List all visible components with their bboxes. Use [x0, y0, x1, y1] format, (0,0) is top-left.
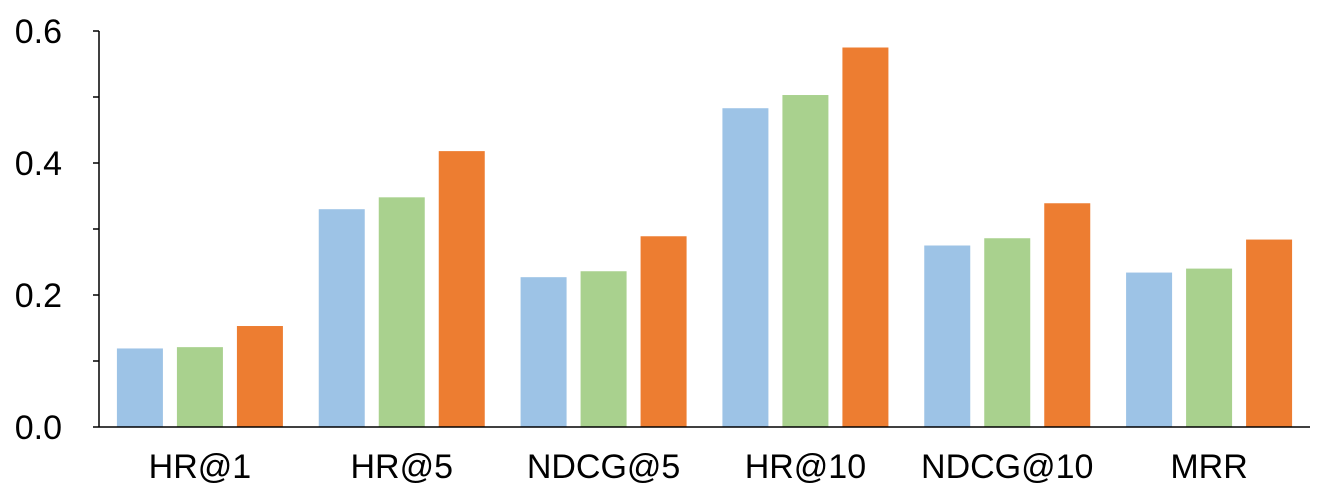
bar-hr-at-1-series-2 [176, 347, 223, 427]
bar-ndcg-at-10-series-2 [984, 238, 1031, 427]
bar-hr-at-10-series-3 [842, 47, 889, 427]
y-tick-label: 0.2 [15, 277, 62, 315]
bar-hr-at-10-series-1 [722, 108, 769, 427]
bars-group [116, 47, 1293, 428]
x-tick-label: HR@1 [149, 448, 252, 486]
bar-hr-at-10-series-2 [782, 95, 829, 428]
y-tick-label: 0.4 [15, 145, 62, 183]
bar-hr-at-1-series-3 [236, 326, 283, 427]
x-axis-ticks: HR@1 HR@5 NDCG@5 HR@10 NDCG@10 MRR [149, 448, 1248, 486]
x-tick-label: HR@5 [350, 448, 453, 486]
bar-mrr-series-3 [1246, 239, 1293, 427]
bar-ndcg-at-5-series-1 [520, 277, 567, 427]
x-tick-label: NDCG@5 [527, 448, 681, 486]
bar-hr-at-5-series-1 [318, 209, 365, 427]
x-tick-label: NDCG@10 [921, 448, 1093, 486]
bar-mrr-series-2 [1186, 268, 1233, 427]
bar-ndcg-at-10-series-3 [1044, 203, 1091, 427]
bar-hr-at-1-series-1 [116, 348, 163, 427]
bar-hr-at-5-series-3 [438, 151, 485, 427]
y-tick-label: 0.0 [15, 409, 62, 447]
bar-ndcg-at-5-series-3 [640, 236, 687, 427]
y-axis-ticks: 0.0 0.2 0.4 0.6 [15, 13, 99, 447]
x-tick-label: HR@10 [745, 448, 866, 486]
x-tick-label: MRR [1170, 448, 1247, 486]
bar-mrr-series-1 [1126, 272, 1173, 427]
bar-ndcg-at-5-series-2 [580, 271, 627, 427]
bar-hr-at-5-series-2 [378, 197, 425, 427]
y-tick-label: 0.6 [15, 13, 62, 51]
bar-ndcg-at-10-series-1 [924, 245, 971, 427]
